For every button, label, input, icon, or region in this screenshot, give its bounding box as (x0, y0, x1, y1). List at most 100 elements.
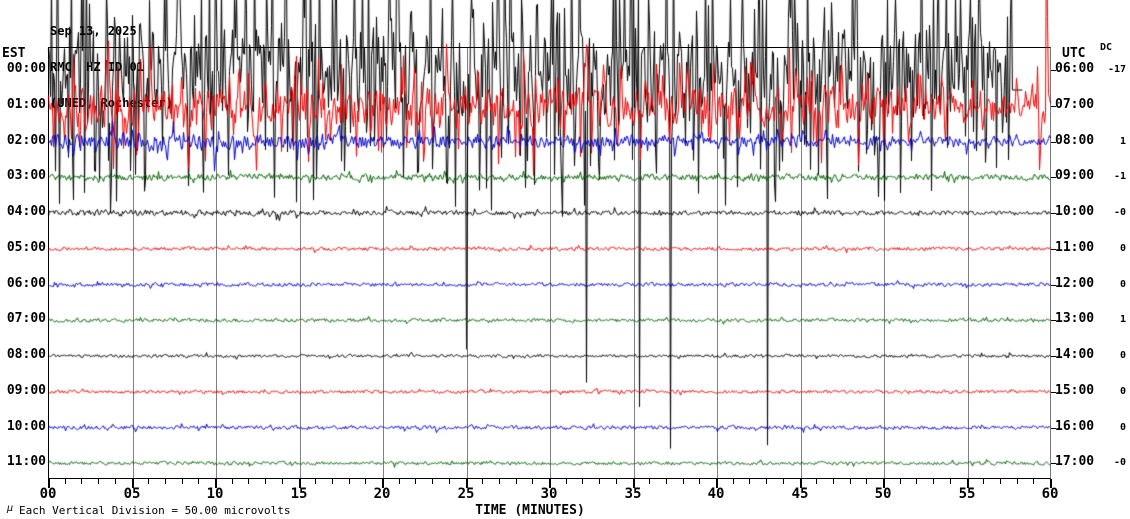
x-minor-tick (365, 479, 366, 484)
x-tick-label: 30 (540, 486, 558, 502)
gridline-5min (216, 48, 217, 478)
x-tick-label: 10 (206, 486, 224, 502)
x-minor-tick (165, 479, 166, 484)
x-minor-tick (115, 479, 116, 484)
x-minor-tick (315, 479, 316, 484)
left-hour-label: 09:00 (6, 382, 46, 398)
gridline-5min (634, 48, 635, 478)
x-minor-tick (415, 479, 416, 484)
x-minor-tick (148, 479, 149, 484)
left-hour-label: 08:00 (6, 347, 46, 362)
left-hour-label: 07:00 (6, 311, 46, 327)
x-minor-tick (265, 479, 266, 484)
dc-offset-value: 0 (1119, 278, 1126, 290)
x-minor-tick (666, 479, 667, 484)
x-tick-label: 20 (373, 486, 391, 502)
x-minor-tick (566, 479, 567, 484)
dc-offset-value: 0 (1119, 242, 1126, 254)
left-hour-label: 11:00 (6, 454, 46, 470)
x-minor-tick (900, 479, 901, 484)
x-tick-label: 60 (1041, 486, 1059, 502)
left-hour-label: 04:00 (6, 204, 46, 219)
right-row-tick (1051, 177, 1056, 178)
x-minor-tick (599, 479, 600, 484)
x-minor-tick (699, 479, 700, 484)
x-minor-tick (482, 479, 483, 484)
x-tick-label: 05 (123, 486, 141, 502)
x-minor-tick (282, 479, 283, 484)
x-minor-tick (783, 479, 784, 484)
x-minor-tick (98, 479, 99, 484)
x-minor-tick (833, 479, 834, 484)
x-minor-tick (933, 479, 934, 484)
left-hour-label: 03:00 (6, 168, 46, 184)
x-minor-tick (349, 479, 350, 484)
gridline-5min (801, 48, 802, 478)
x-minor-tick (733, 479, 734, 484)
dc-offset-value: 1 (1119, 135, 1126, 147)
right-hour-label: 07:00 (1055, 96, 1095, 112)
record-date: Sep 13, 2025 (50, 24, 137, 38)
x-tick-label: 50 (874, 486, 892, 502)
x-minor-tick (816, 479, 817, 484)
x-tick-label: 25 (457, 486, 475, 502)
dc-offset-value: 0 (1119, 421, 1126, 433)
right-axis-title: UTC (1062, 46, 1086, 61)
x-minor-tick (916, 479, 917, 484)
right-row-tick (1051, 356, 1056, 357)
left-axis-title: EST (2, 46, 26, 61)
x-minor-tick (399, 479, 400, 484)
x-tick-label: 45 (791, 486, 809, 502)
x-minor-tick (683, 479, 684, 484)
x-minor-tick (766, 479, 767, 484)
dc-offset-value: -0 (1113, 457, 1126, 469)
x-minor-tick (182, 479, 183, 484)
dc-offset-value: -1 (1113, 171, 1126, 183)
dc-offset-value: -0 (1113, 207, 1126, 218)
right-row-tick (1051, 463, 1056, 464)
left-hour-label: 02:00 (6, 132, 46, 148)
seismogram-plot-area (48, 47, 1051, 479)
x-tick-label: 40 (707, 486, 725, 502)
x-minor-tick (582, 479, 583, 484)
x-minor-tick (198, 479, 199, 484)
dc-column-header: DC (1100, 42, 1113, 53)
right-row-tick (1051, 428, 1056, 429)
gridline-5min (300, 48, 301, 478)
x-minor-tick (332, 479, 333, 484)
x-minor-tick (1017, 479, 1018, 484)
gridline-5min (550, 48, 551, 478)
right-row-tick (1051, 70, 1056, 71)
right-row-tick (1051, 213, 1056, 214)
x-minor-tick (499, 479, 500, 484)
x-minor-tick (1000, 479, 1001, 484)
dc-offset-value: 0 (1119, 350, 1126, 361)
gridline-5min (133, 48, 134, 478)
gridline-5min (717, 48, 718, 478)
x-minor-tick (1033, 479, 1034, 484)
gridline-5min (884, 48, 885, 478)
left-hour-label: 01:00 (6, 96, 46, 112)
x-tick-label: 35 (624, 486, 642, 502)
x-minor-tick (232, 479, 233, 484)
vertical-scale-note: Each Vertical Division = 50.00 microvolt… (19, 504, 291, 517)
x-axis-title: TIME (MINUTES) (475, 503, 585, 518)
x-tick-label: 15 (290, 486, 308, 502)
x-minor-tick (749, 479, 750, 484)
left-hour-label: 05:00 (6, 239, 46, 255)
x-minor-tick (850, 479, 851, 484)
gridline-5min (383, 48, 384, 478)
right-row-tick (1051, 142, 1056, 143)
mu-logo-mark: µ (7, 503, 14, 514)
right-row-tick (1051, 106, 1056, 107)
x-minor-tick (516, 479, 517, 484)
right-row-tick (1051, 320, 1056, 321)
x-tick-label: 55 (958, 486, 976, 502)
x-minor-tick (65, 479, 66, 484)
left-hour-label: 00:00 (6, 61, 46, 76)
dc-offset-value: 1 (1119, 314, 1126, 326)
x-minor-tick (649, 479, 650, 484)
left-hour-label: 06:00 (6, 275, 46, 291)
right-row-tick (1051, 249, 1056, 250)
